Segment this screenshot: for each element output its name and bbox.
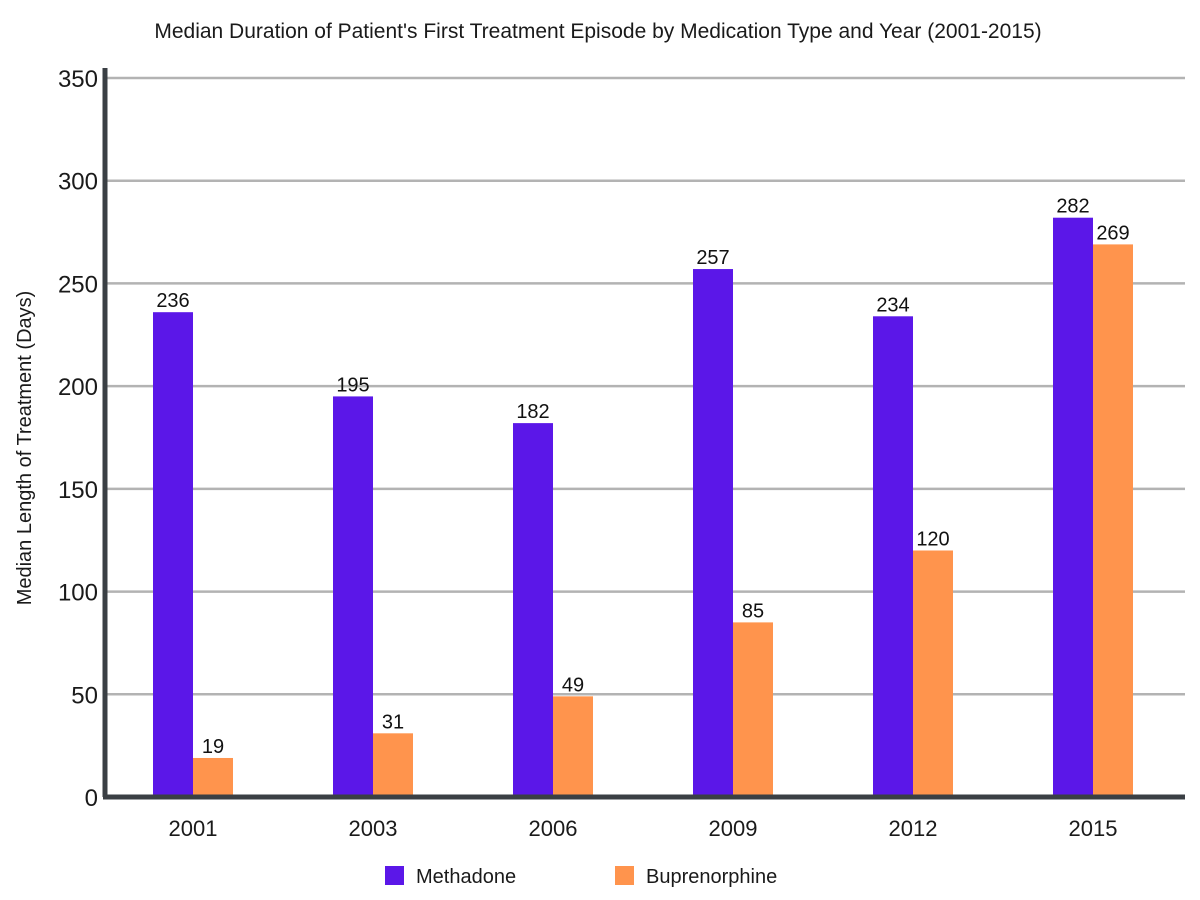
bar-methadone	[153, 312, 193, 797]
x-tick-label: 2006	[529, 816, 578, 841]
y-tick-label: 350	[58, 66, 98, 93]
x-tick-label: 2015	[1069, 816, 1118, 841]
data-label: 120	[916, 528, 949, 550]
bar-buprenorphine	[1093, 244, 1133, 797]
data-label: 85	[742, 600, 764, 622]
gridlines	[105, 76, 1185, 696]
x-axis-ticks: 2001 2003 2006 2009 2012 2015	[169, 816, 1118, 841]
x-tick-label: 2001	[169, 816, 218, 841]
data-label: 195	[336, 374, 369, 396]
bars	[153, 217, 1133, 798]
bar-buprenorphine	[373, 733, 413, 797]
data-label: 269	[1096, 222, 1129, 244]
y-tick-label: 150	[58, 477, 98, 504]
y-tick-label: 200	[58, 374, 98, 401]
y-tick-label: 50	[71, 682, 98, 709]
y-tick-label: 250	[58, 271, 98, 298]
bar-methadone	[693, 269, 733, 797]
x-tick-label: 2003	[349, 816, 398, 841]
legend-label: Methadone	[416, 866, 516, 888]
data-label: 236	[156, 290, 189, 312]
data-label: 257	[696, 247, 729, 269]
y-tick-label: 100	[58, 580, 98, 607]
data-labels: 236 19 195 31 182 49 257 85 234 120 282 269	[156, 196, 1129, 758]
bar-buprenorphine	[733, 622, 773, 797]
x-tick-label: 2012	[889, 816, 938, 841]
data-label: 31	[382, 711, 404, 733]
bar-buprenorphine	[553, 696, 593, 797]
bar-methadone	[873, 316, 913, 797]
axes	[102, 68, 1185, 800]
data-label: 234	[876, 294, 909, 316]
legend-label: Buprenorphine	[646, 866, 777, 888]
bar-buprenorphine	[913, 550, 953, 797]
y-tick-label: 0	[85, 785, 98, 812]
bar-methadone	[1053, 217, 1093, 798]
data-label: 19	[202, 736, 224, 758]
chart-title: Median Duration of Patient's First Treat…	[154, 20, 1041, 43]
bar-methadone	[333, 396, 373, 797]
x-tick-label: 2009	[709, 816, 758, 841]
data-label: 49	[562, 674, 584, 696]
legend: Methadone Buprenorphine	[385, 866, 777, 888]
y-axis-label: Median Length of Treatment (Days)	[14, 291, 36, 606]
y-axis-ticks: 0 50 100 150 200 250 300 350	[58, 66, 98, 812]
y-tick-label: 300	[58, 169, 98, 196]
data-label: 182	[516, 401, 549, 423]
legend-swatch-buprenorphine	[615, 866, 634, 885]
bar-methadone	[513, 423, 553, 797]
legend-swatch-methadone	[385, 866, 404, 885]
data-label: 282	[1056, 196, 1089, 218]
bar-buprenorphine	[193, 757, 233, 797]
